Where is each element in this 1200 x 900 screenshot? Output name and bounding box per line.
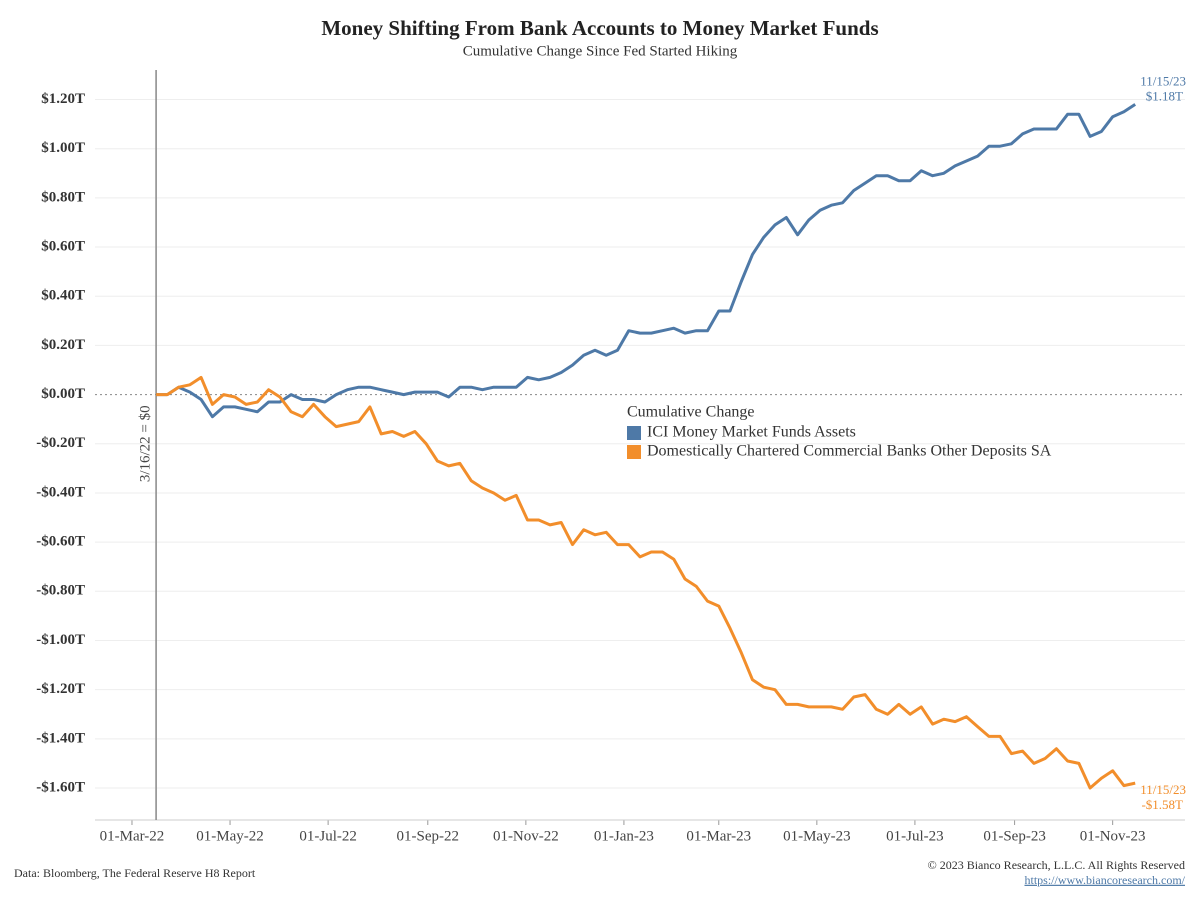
y-tick-label: $1.00T: [41, 140, 85, 156]
start-label: 3/16/22 = $0: [138, 405, 154, 482]
x-tick-label: 01-May-23: [783, 828, 851, 844]
x-tick-label: 01-Mar-22: [100, 828, 165, 844]
y-tick-label: $0.60T: [41, 238, 85, 254]
x-tick-label: 01-Mar-23: [686, 828, 751, 844]
x-tick-label: 01-Nov-23: [1080, 828, 1146, 844]
y-tick-label: $1.20T: [41, 91, 85, 107]
legend-title: Cumulative Change: [627, 404, 755, 421]
y-tick-label: -$0.60T: [36, 534, 85, 550]
x-tick-label: 01-Sep-22: [397, 828, 460, 844]
source-note: Data: Bloomberg, The Federal Reserve H8 …: [14, 866, 256, 880]
y-tick-label: -$1.60T: [36, 779, 85, 795]
y-tick-label: $0.80T: [41, 189, 85, 205]
chart-subtitle: Cumulative Change Since Fed Started Hiki…: [463, 43, 738, 59]
y-tick-label: $0.40T: [41, 288, 85, 304]
chart-title: Money Shifting From Bank Accounts to Mon…: [321, 16, 878, 40]
x-tick-label: 01-Jul-23: [886, 828, 944, 844]
y-tick-label: -$0.20T: [36, 435, 85, 451]
url-link[interactable]: https://www.biancoresearch.com/: [1024, 873, 1185, 887]
x-tick-label: 01-May-22: [196, 828, 264, 844]
y-tick-label: $0.00T: [41, 386, 85, 402]
y-tick-label: -$0.40T: [36, 484, 85, 500]
copyright: © 2023 Bianco Research, L.L.C. All Right…: [928, 858, 1185, 872]
x-tick-label: 01-Jan-23: [594, 828, 654, 844]
y-tick-label: -$1.00T: [36, 632, 85, 648]
y-tick-label: -$0.80T: [36, 583, 85, 599]
x-tick-label: 01-Nov-22: [493, 828, 559, 844]
y-tick-label: -$1.40T: [36, 730, 85, 746]
series-line: [156, 103, 1137, 419]
legend-label: Domestically Chartered Commercial Banks …: [647, 443, 1052, 460]
y-tick-label: $0.20T: [41, 337, 85, 353]
legend-swatch: [627, 445, 641, 459]
end-label-value: $1.18T: [1146, 88, 1183, 103]
y-tick-label: -$1.20T: [36, 681, 85, 697]
legend-label: ICI Money Market Funds Assets: [647, 424, 856, 441]
end-label-date: 11/15/23: [1140, 73, 1186, 88]
series-line: [156, 375, 1136, 790]
end-label-date: 11/15/23: [1140, 782, 1186, 797]
legend-swatch: [627, 426, 641, 440]
end-label-value: -$1.58T: [1141, 797, 1183, 812]
x-tick-label: 01-Sep-23: [983, 828, 1046, 844]
x-tick-label: 01-Jul-22: [299, 828, 357, 844]
